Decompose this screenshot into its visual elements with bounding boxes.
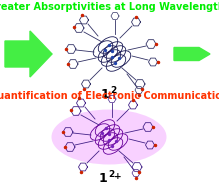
Polygon shape (5, 31, 52, 77)
Text: 1: 1 (99, 172, 108, 185)
FancyArrow shape (174, 47, 210, 60)
Text: Greater Absorptivities at Long Wavelengths: Greater Absorptivities at Long Wavelengt… (0, 2, 219, 12)
Text: 2: 2 (108, 170, 114, 179)
Text: Quantification of Electronic Communication: Quantification of Electronic Communicati… (0, 91, 219, 101)
Text: 1: 1 (101, 88, 110, 101)
Ellipse shape (51, 109, 166, 164)
Text: 2: 2 (110, 86, 116, 95)
Text: +: + (114, 172, 122, 181)
